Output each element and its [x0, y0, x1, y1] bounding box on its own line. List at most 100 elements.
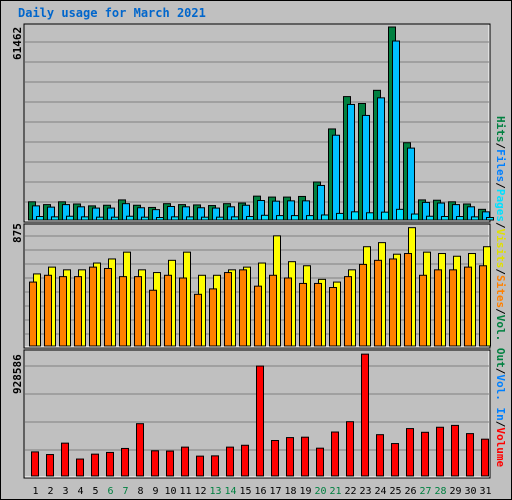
- bar-sites-day-24: [374, 259, 382, 347]
- bar-volume-day-9: [151, 450, 159, 477]
- bar-sites-day-29: [449, 269, 457, 347]
- right-legend: Hits/Files/Pages/Visits/Sites/Vol. Out/V…: [494, 116, 507, 467]
- bar-sites-day-1: [29, 281, 37, 347]
- bar-volume-day-19: [301, 436, 309, 477]
- bar-volume-day-24: [376, 434, 384, 477]
- bar-files-day-23: [362, 114, 370, 221]
- chart-title: Daily usage for March 2021: [18, 6, 206, 20]
- legend-sites: Sites: [494, 275, 507, 309]
- x-tick-label-day-21: 21: [329, 486, 341, 497]
- bar-sites-day-9: [149, 289, 157, 347]
- bar-files-day-26: [407, 147, 415, 221]
- bar-volume-day-25: [391, 443, 399, 477]
- bar-pages-day-31: [486, 216, 494, 221]
- bar-pages-day-15: [246, 216, 254, 221]
- bar-volume-day-31: [481, 438, 489, 477]
- x-tick-label-day-29: 29: [449, 486, 461, 497]
- bar-volume-day-16: [256, 365, 264, 477]
- x-tick-label-day-27: 27: [419, 486, 431, 497]
- bar-pages-day-4: [81, 216, 89, 221]
- x-tick-label-day-2: 2: [47, 486, 53, 497]
- bar-volume-day-22: [346, 421, 354, 477]
- x-tick-label-day-22: 22: [344, 486, 356, 497]
- bar-volume-day-13: [211, 455, 219, 477]
- x-tick-label-day-4: 4: [77, 486, 83, 497]
- bar-pages-day-5: [96, 216, 104, 221]
- legend-separator: /: [494, 308, 507, 315]
- bar-pages-day-21: [336, 212, 344, 221]
- bar-sites-day-17: [269, 274, 277, 347]
- x-tick-label-day-12: 12: [194, 486, 206, 497]
- bar-volume-day-20: [316, 447, 324, 477]
- bar-volume-day-7: [121, 447, 129, 477]
- bar-volume-day-15: [241, 444, 249, 477]
- x-tick-label-day-16: 16: [254, 486, 266, 497]
- y-max-label-visits-sites: 875: [11, 223, 24, 243]
- bar-files-day-21: [332, 134, 340, 221]
- x-tick-label-day-3: 3: [62, 486, 68, 497]
- bar-sites-day-21: [329, 287, 337, 347]
- bar-volume-day-6: [106, 451, 114, 477]
- bar-pages-day-30: [471, 216, 479, 221]
- legend-files: Files: [494, 149, 507, 183]
- legend-vol-in: Vol. In: [494, 374, 507, 421]
- bar-pages-day-3: [66, 215, 74, 221]
- bar-pages-day-16: [261, 214, 269, 221]
- x-tick-label-day-18: 18: [284, 486, 296, 497]
- bar-pages-day-10: [171, 216, 179, 221]
- bar-sites-day-10: [164, 274, 172, 347]
- x-tick-label-day-14: 14: [224, 486, 236, 497]
- bar-files-day-24: [377, 97, 385, 221]
- legend-hits: Hits: [494, 116, 507, 143]
- bar-sites-day-16: [254, 285, 262, 347]
- x-tick-label-day-30: 30: [464, 486, 476, 497]
- y-max-label-volume: 928586: [11, 354, 24, 394]
- x-tick-label-day-5: 5: [92, 486, 98, 497]
- bar-sites-day-18: [284, 277, 292, 347]
- bar-volume-day-18: [286, 437, 294, 477]
- bar-sites-day-27: [419, 274, 427, 347]
- bar-volume-day-26: [406, 428, 414, 477]
- bar-volume-day-23: [361, 353, 369, 477]
- x-tick-label-day-10: 10: [164, 486, 176, 497]
- bar-pages-day-13: [216, 216, 224, 221]
- bar-sites-day-15: [239, 269, 247, 347]
- bar-sites-day-19: [299, 282, 307, 347]
- panel-frame: [23, 23, 491, 223]
- bar-pages-day-19: [306, 215, 314, 221]
- bar-volume-day-5: [91, 453, 99, 477]
- bar-sites-day-11: [179, 277, 187, 347]
- legend-vol-out: Vol. Out: [494, 314, 507, 368]
- bar-sites-day-6: [104, 267, 112, 347]
- x-tick-label-day-6: 6: [107, 486, 113, 497]
- x-tick-label-day-19: 19: [299, 486, 311, 497]
- bar-sites-day-20: [314, 282, 322, 347]
- x-tick-label-day-24: 24: [374, 486, 386, 497]
- x-tick-label-day-23: 23: [359, 486, 371, 497]
- bar-volume-day-2: [46, 454, 54, 477]
- bar-sites-day-8: [134, 276, 142, 347]
- legend-pages: Pages: [494, 188, 507, 222]
- bar-pages-day-20: [321, 214, 329, 221]
- bar-sites-day-22: [344, 276, 352, 347]
- bar-sites-day-2: [44, 274, 52, 347]
- bar-pages-day-11: [186, 216, 194, 221]
- legend-visits: Visits: [494, 228, 507, 269]
- y-max-label-hits-files: 61462: [11, 26, 24, 60]
- bar-sites-day-13: [209, 288, 217, 347]
- bar-pages-day-7: [126, 215, 134, 221]
- bar-pages-day-27: [426, 215, 434, 221]
- x-tick-label-day-7: 7: [122, 486, 128, 497]
- bar-volume-day-29: [451, 424, 459, 477]
- bar-sites-day-14: [224, 272, 232, 347]
- x-tick-label-day-13: 13: [209, 486, 221, 497]
- legend-separator: /: [494, 182, 507, 189]
- bar-pages-day-12: [201, 216, 209, 221]
- bar-pages-day-23: [366, 212, 374, 221]
- x-tick-label-day-28: 28: [434, 486, 446, 497]
- x-tick-label-day-26: 26: [404, 486, 416, 497]
- x-tick-label-day-9: 9: [152, 486, 158, 497]
- bar-sites-day-12: [194, 293, 202, 347]
- bar-pages-day-14: [231, 216, 239, 221]
